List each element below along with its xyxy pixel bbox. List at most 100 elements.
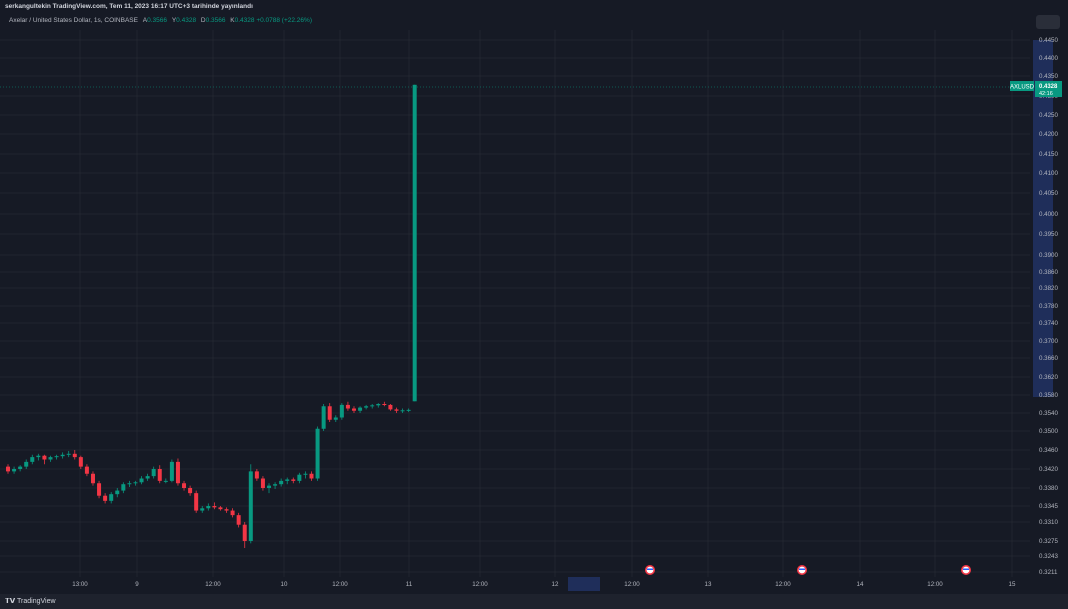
candle: [188, 485, 193, 496]
candle-body: [315, 428, 320, 479]
price-tag-countdown: 42:16: [1039, 91, 1053, 97]
candle: [412, 84, 417, 402]
candle-body: [78, 457, 83, 467]
candle-body: [200, 508, 205, 511]
candle: [248, 464, 253, 544]
axis-highlight-y: [1033, 40, 1053, 397]
candle: [133, 480, 138, 486]
candle-body: [151, 469, 156, 477]
candle: [382, 401, 387, 407]
candle-body: [339, 404, 344, 418]
economic-event-flag-icon[interactable]: [645, 565, 655, 575]
time-axis[interactable]: 13:00 9 12:00 10 12:00 11 12:00 12 12:00 13 12:00 1…: [72, 581, 1016, 588]
camera-icon[interactable]: [1036, 15, 1060, 29]
candle: [163, 478, 168, 484]
candle-body: [254, 471, 259, 479]
candle-body: [267, 485, 272, 488]
candle-body: [6, 466, 10, 472]
candle: [273, 482, 278, 490]
y-tick-label: 0.4250: [1039, 112, 1058, 119]
y-tick-label: 0.3860: [1039, 269, 1058, 276]
x-tick-label: 11: [406, 581, 413, 588]
candle-body: [285, 479, 290, 481]
candle-body: [121, 484, 126, 491]
candle-body: [12, 469, 17, 472]
candle-body: [370, 405, 375, 407]
price-tag-price: 0.4328: [1039, 84, 1058, 90]
tradingview-logo-icon[interactable]: 𝗧𝗩 TradingView: [5, 598, 56, 605]
candle-body: [400, 410, 405, 412]
legend-symbol[interactable]: Axelar / United States Dollar, 1s, COINB…: [9, 17, 138, 24]
x-tick-label: 12:00: [332, 581, 348, 588]
candle: [42, 454, 47, 465]
y-tick-label: 0.3275: [1039, 538, 1058, 545]
legend-high-value: 0.4328: [176, 17, 197, 24]
y-tick-label: 0.4350: [1039, 73, 1058, 80]
candle: [351, 406, 356, 413]
candle: [212, 502, 217, 510]
y-tick-label: 0.3580: [1039, 392, 1058, 399]
candle-body: [139, 478, 144, 483]
legend-close-value: 0.4328: [234, 17, 255, 24]
candle-body: [145, 476, 150, 479]
y-tick-label: 0.3420: [1039, 466, 1058, 473]
price-tag-symbol: AXLUSD: [1010, 85, 1035, 91]
candle: [145, 473, 150, 481]
candle-body: [133, 482, 138, 484]
y-tick-label: 0.3500: [1039, 428, 1058, 435]
candle-body: [382, 404, 387, 405]
y-tick-label: 0.3620: [1039, 374, 1058, 381]
candle-body: [97, 483, 102, 496]
candle: [109, 492, 114, 504]
price-axis[interactable]: 0.44500.44000.43500.43000.42500.42000.41…: [1039, 37, 1058, 576]
candle: [236, 512, 241, 528]
candle: [224, 507, 229, 513]
candle: [169, 459, 174, 483]
candle: [194, 490, 199, 513]
y-tick-label: 0.3780: [1039, 303, 1058, 310]
candle: [406, 408, 411, 413]
candle: [12, 466, 17, 474]
candle-body: [351, 408, 356, 411]
candle-body: [212, 506, 217, 508]
candle-body: [333, 417, 338, 420]
y-tick-label: 0.3820: [1039, 285, 1058, 292]
candle: [139, 476, 144, 485]
legend: Axelar / United States Dollar, 1s, COINB…: [9, 17, 312, 24]
candle: [279, 478, 284, 487]
candle: [242, 522, 247, 549]
candle-body: [321, 406, 326, 429]
candle: [260, 476, 265, 491]
y-tick-label: 0.3310: [1039, 519, 1058, 526]
candle: [376, 403, 381, 408]
candle: [103, 493, 108, 504]
x-tick-label: 10: [281, 581, 288, 588]
candle-body: [175, 461, 180, 484]
candle: [254, 469, 259, 481]
x-tick-label: 13:00: [72, 581, 88, 588]
x-tick-label: 12:00: [472, 581, 488, 588]
candle-body: [248, 471, 253, 541]
y-tick-label: 0.4400: [1039, 55, 1058, 62]
candle: [127, 480, 132, 488]
candle: [115, 488, 120, 498]
economic-event-flag-icon[interactable]: [961, 565, 971, 575]
y-tick-label: 0.4200: [1039, 131, 1058, 138]
axis-highlight-x: [568, 577, 600, 591]
candle: [339, 403, 344, 420]
candle: [394, 407, 399, 413]
candle: [345, 401, 350, 411]
candle: [6, 464, 10, 474]
x-tick-label: 12:00: [205, 581, 221, 588]
candle-body: [30, 457, 35, 462]
candle-body: [169, 461, 174, 481]
y-tick-label: 0.4450: [1039, 37, 1058, 44]
candle-body: [109, 494, 114, 501]
economic-event-flag-icon[interactable]: [797, 565, 807, 575]
candle: [309, 471, 314, 481]
x-tick-label: 13: [705, 581, 712, 588]
candle-body: [60, 454, 65, 457]
candle-body: [388, 404, 393, 410]
candle: [333, 415, 338, 422]
